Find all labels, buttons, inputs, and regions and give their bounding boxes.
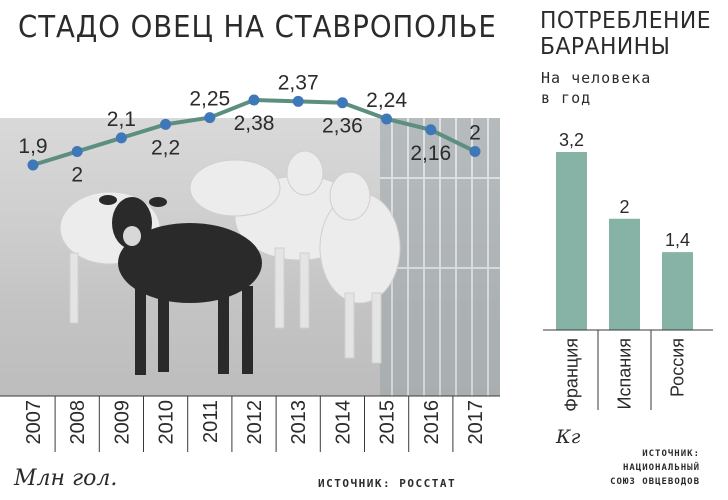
line-chart-title: СТАДО ОВЕЦ НА СТАВРОПОЛЬЕ [18,10,497,45]
line-data-label: 2,37 [278,71,319,94]
line-data-label: 2 [71,163,83,186]
line-chart: 2007 2008 2009 2010 2011 2012 2013 2014 2015 2016… [0,71,500,452]
bar-chart-title-line1: ПОТРЕБЛЕНИЕ [540,8,711,34]
line-marker [469,145,481,157]
bar-chart-source: ИСТОЧНИК: НАЦИОНАЛЬНЫЙ СОЮЗ ОВЦЕВОДОВ [586,447,700,489]
x-tick-label: 2015 [377,400,399,445]
bar-chart-source-line3: СОЮЗ ОВЦЕВОДОВ [610,477,700,487]
line-data-label: 2,24 [366,89,407,112]
bar-data-label: 3,2 [559,130,584,150]
bar-category-label: Россия [668,338,688,397]
x-tick-label: 2016 [421,400,443,445]
line-data-label: 2 [469,121,481,144]
line-marker [27,159,39,171]
line-marker [115,132,127,144]
sheep-photo [0,118,500,396]
line-marker [160,118,172,130]
line-marker [336,97,348,109]
line-data-label: 2,36 [322,115,363,138]
bar-x-axis: Франция Испания Россия [543,329,713,412]
x-tick-label: 2011 [200,400,222,443]
bar-chart-units: Кг [556,426,581,448]
bar-chart-subtitle-line2: в год [541,89,592,107]
x-tick-label: 2007 [23,400,45,445]
line-data-label: 2,16 [410,142,451,165]
bar [662,252,693,330]
bar-chart-subtitle-line1: На человека [541,69,652,87]
line-chart-units: Млн гол. [14,466,118,491]
line-data-label: 2,2 [151,136,180,159]
black-sheep [99,195,262,375]
x-tick-label: 2009 [111,400,133,445]
line-data-label: 1,9 [18,135,47,158]
x-tick-label: 2012 [244,400,266,445]
line-marker [425,124,437,136]
line-chart-source: ИСТОЧНИК: РОССТАТ [318,477,457,490]
line-marker [381,113,393,125]
bar-chart-title-line2: БАРАНИНЫ [540,34,671,60]
x-tick-label: 2013 [288,400,310,445]
line-data-label: 2,38 [234,112,275,135]
x-tick-label: 2017 [465,400,487,445]
black-sheep-muzzle [123,226,141,246]
x-tick-label: 2014 [332,400,354,445]
line-marker [71,145,83,157]
bar-category-label: Франция [562,338,582,412]
bar-data-label: 2 [619,197,629,217]
bar-chart-source-line2: НАЦИОНАЛЬНЫЙ [622,463,700,473]
bar-chart-title: ПОТРЕБЛЕНИЕ БАРАНИНЫ [540,8,711,60]
x-tick-label: 2008 [67,400,89,445]
white-sheep [59,150,401,364]
bar-chart-subtitle: На человека в год [541,68,651,108]
bar [609,218,640,330]
line-marker [248,94,260,106]
line-marker [204,112,216,124]
bars: 3,2 2 1,4 [556,130,693,330]
line-markers [27,94,481,171]
bar-chart: 3,2 2 1,4 Франция Испания Россия [543,130,713,412]
line-data-label: 2,25 [189,88,230,111]
bar-category-label: Испания [615,338,635,409]
line-marker [292,95,304,107]
line-data-labels: 1,9 2 2,1 2,2 2,252,382,372,362,24 2,16 2 [18,71,480,186]
bar-chart-source-line1: ИСТОЧНИК: [642,449,700,459]
x-tick-label: 2010 [156,400,178,445]
bar [556,152,587,330]
line-data-label: 2,1 [107,108,136,131]
bar-data-label: 1,4 [665,230,690,250]
sheep-illustration [59,118,500,396]
x-axis: 2007 2008 2009 2010 2011 2012 2013 2014 2015 2016… [0,395,500,452]
